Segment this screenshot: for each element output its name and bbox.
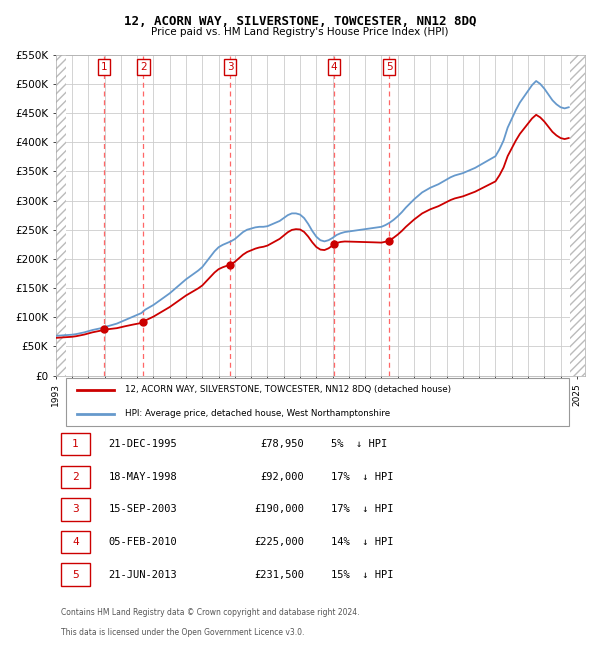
- Text: 14%  ↓ HPI: 14% ↓ HPI: [331, 537, 394, 547]
- Text: 1: 1: [72, 439, 79, 449]
- FancyBboxPatch shape: [61, 498, 90, 521]
- Text: £231,500: £231,500: [254, 569, 305, 580]
- Text: 12, ACORN WAY, SILVERSTONE, TOWCESTER, NN12 8DQ: 12, ACORN WAY, SILVERSTONE, TOWCESTER, N…: [124, 15, 476, 28]
- Text: 1: 1: [101, 62, 107, 72]
- Text: £225,000: £225,000: [254, 537, 305, 547]
- FancyBboxPatch shape: [67, 378, 569, 426]
- Text: 5%  ↓ HPI: 5% ↓ HPI: [331, 439, 387, 449]
- Text: 21-JUN-2013: 21-JUN-2013: [109, 569, 178, 580]
- Text: 15-SEP-2003: 15-SEP-2003: [109, 504, 178, 514]
- FancyBboxPatch shape: [61, 465, 90, 488]
- Text: 15%  ↓ HPI: 15% ↓ HPI: [331, 569, 394, 580]
- Text: 17%  ↓ HPI: 17% ↓ HPI: [331, 472, 394, 482]
- Text: £92,000: £92,000: [261, 472, 305, 482]
- Text: 21-DEC-1995: 21-DEC-1995: [109, 439, 178, 449]
- Text: Price paid vs. HM Land Registry's House Price Index (HPI): Price paid vs. HM Land Registry's House …: [151, 27, 449, 37]
- Text: 3: 3: [72, 504, 79, 514]
- Text: 2: 2: [72, 472, 79, 482]
- Text: £190,000: £190,000: [254, 504, 305, 514]
- Text: 5: 5: [72, 569, 79, 580]
- FancyBboxPatch shape: [61, 433, 90, 456]
- Text: £78,950: £78,950: [261, 439, 305, 449]
- Text: 3: 3: [227, 62, 233, 72]
- Text: This data is licensed under the Open Government Licence v3.0.: This data is licensed under the Open Gov…: [61, 629, 304, 637]
- Text: 12, ACORN WAY, SILVERSTONE, TOWCESTER, NN12 8DQ (detached house): 12, ACORN WAY, SILVERSTONE, TOWCESTER, N…: [125, 385, 451, 394]
- Text: 17%  ↓ HPI: 17% ↓ HPI: [331, 504, 394, 514]
- Text: 2: 2: [140, 62, 146, 72]
- Text: 05-FEB-2010: 05-FEB-2010: [109, 537, 178, 547]
- FancyBboxPatch shape: [61, 564, 90, 586]
- Text: Contains HM Land Registry data © Crown copyright and database right 2024.: Contains HM Land Registry data © Crown c…: [61, 608, 359, 617]
- Text: 4: 4: [72, 537, 79, 547]
- Text: 18-MAY-1998: 18-MAY-1998: [109, 472, 178, 482]
- Bar: [571, 55, 585, 376]
- Bar: [56, 55, 65, 376]
- FancyBboxPatch shape: [61, 531, 90, 553]
- Text: 4: 4: [331, 62, 337, 72]
- Text: 5: 5: [386, 62, 392, 72]
- Text: HPI: Average price, detached house, West Northamptonshire: HPI: Average price, detached house, West…: [125, 410, 389, 419]
